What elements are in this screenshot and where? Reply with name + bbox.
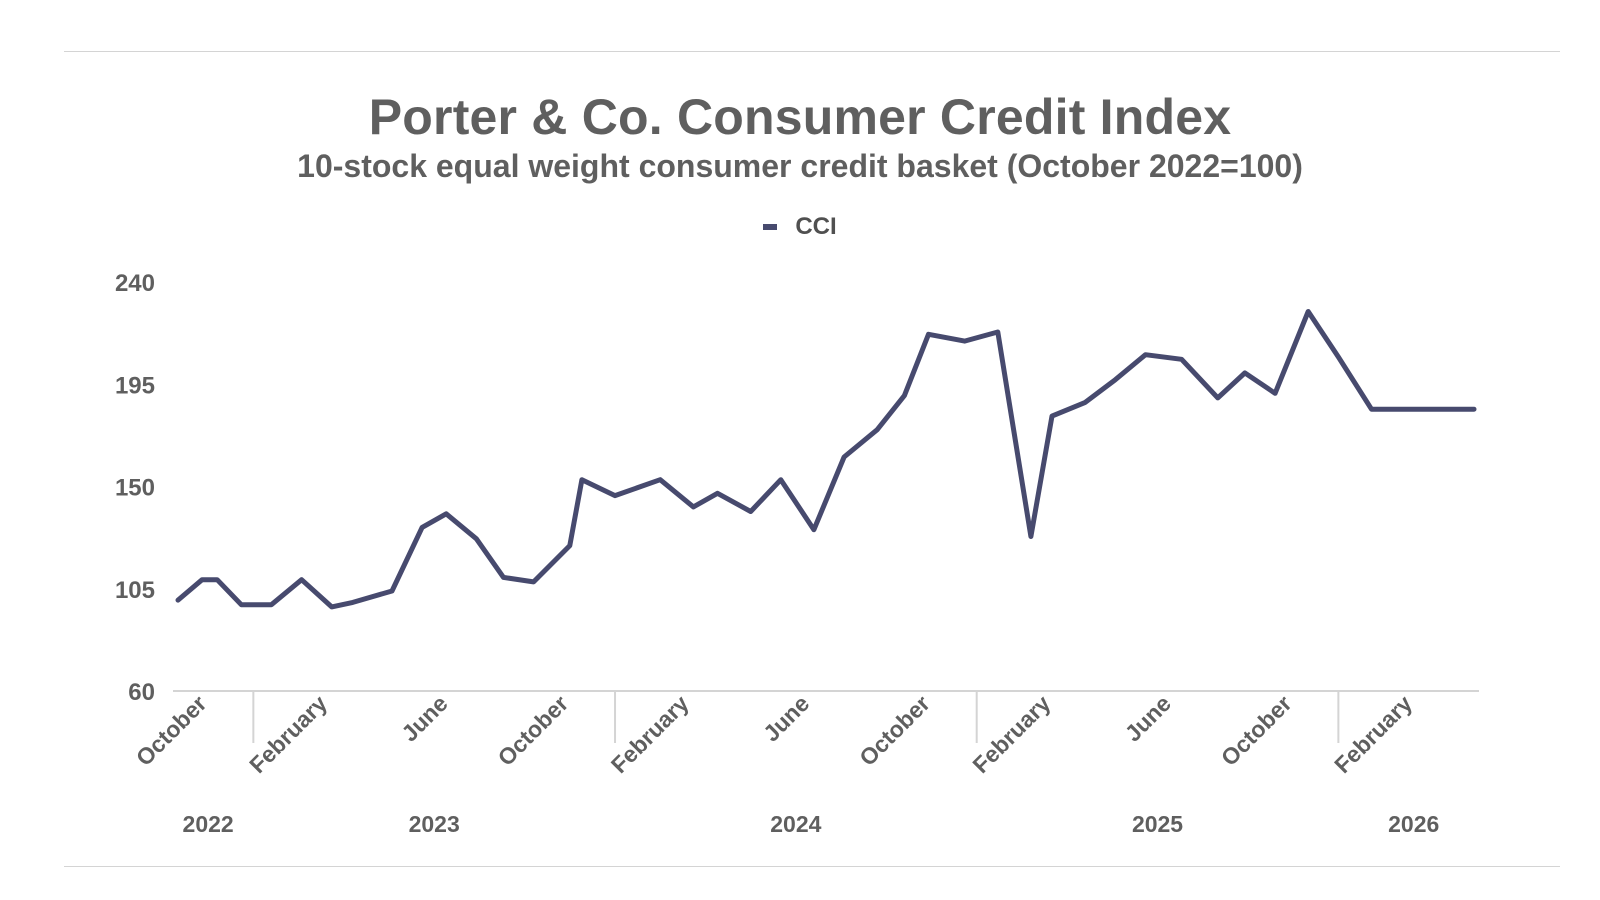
x-tick-label: October xyxy=(492,690,573,771)
year-label: 2024 xyxy=(770,811,821,837)
x-tick-label: October xyxy=(854,690,935,771)
x-tick-label: February xyxy=(967,690,1055,778)
series-line-cci xyxy=(175,309,1477,610)
y-tick-label: 105 xyxy=(115,577,155,604)
x-tick-label: February xyxy=(1329,690,1417,778)
y-tick-label: 60 xyxy=(128,679,155,706)
chart-title: Porter & Co. Consumer Credit Index xyxy=(368,89,1232,145)
legend-swatch-cci xyxy=(763,224,778,230)
year-label: 2026 xyxy=(1388,811,1439,837)
x-tick-label: June xyxy=(1120,690,1176,746)
y-tick-label: 195 xyxy=(115,372,155,399)
year-label: 2023 xyxy=(409,811,460,837)
x-tick-label: February xyxy=(244,690,332,778)
year-label: 2022 xyxy=(183,811,234,837)
legend: CCI xyxy=(0,213,1600,241)
legend-label-cci: CCI xyxy=(795,213,837,240)
year-label: 2025 xyxy=(1132,811,1183,837)
top-divider xyxy=(64,51,1560,52)
y-tick-label: 150 xyxy=(115,475,155,502)
chart-subtitle: 10-stock equal weight consumer credit ba… xyxy=(297,148,1303,184)
x-tick-label: October xyxy=(1216,690,1297,771)
y-tick-label: 240 xyxy=(115,270,155,297)
x-tick-label: February xyxy=(606,690,694,778)
x-tick-label: June xyxy=(758,690,814,746)
bottom-divider xyxy=(64,866,1560,867)
x-tick-label: June xyxy=(396,690,452,746)
